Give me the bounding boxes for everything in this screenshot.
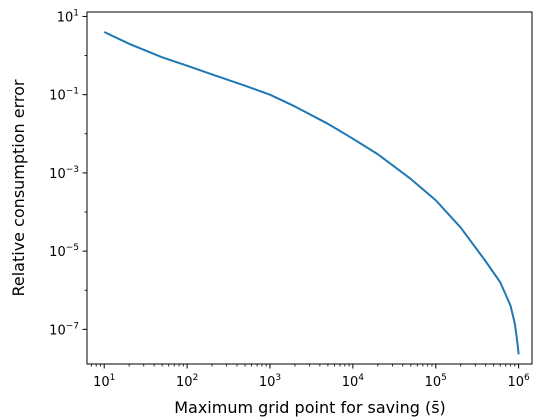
- y-axis-ticks: 101 10−1 10−3 10−5 10−7: [49, 8, 87, 338]
- x-tick-label: 102: [176, 373, 198, 390]
- x-tick-label: 106: [507, 373, 530, 390]
- x-tick-label: 104: [342, 373, 365, 390]
- x-tick-label: 101: [93, 373, 115, 390]
- y-tick-label: 10−7: [49, 321, 79, 338]
- plot-area: [87, 12, 532, 364]
- x-axis-ticks: 101 102 103 104 105 106: [90, 364, 530, 390]
- x-tick-label: 103: [259, 373, 281, 390]
- x-axis-label: Maximum grid point for saving (s̄): [174, 398, 446, 417]
- y-tick-label: 10−3: [49, 165, 79, 182]
- series-layer: [103, 31, 520, 355]
- series-line-0: [103, 31, 520, 355]
- y-tick-label: 10−1: [49, 87, 79, 104]
- y-axis-label: Relative consumption error: [9, 79, 28, 296]
- x-tick-label: 105: [425, 373, 447, 390]
- plot-frame: [86, 11, 533, 365]
- y-tick-label: 10−5: [49, 243, 79, 260]
- y-tick-label: 101: [57, 8, 79, 25]
